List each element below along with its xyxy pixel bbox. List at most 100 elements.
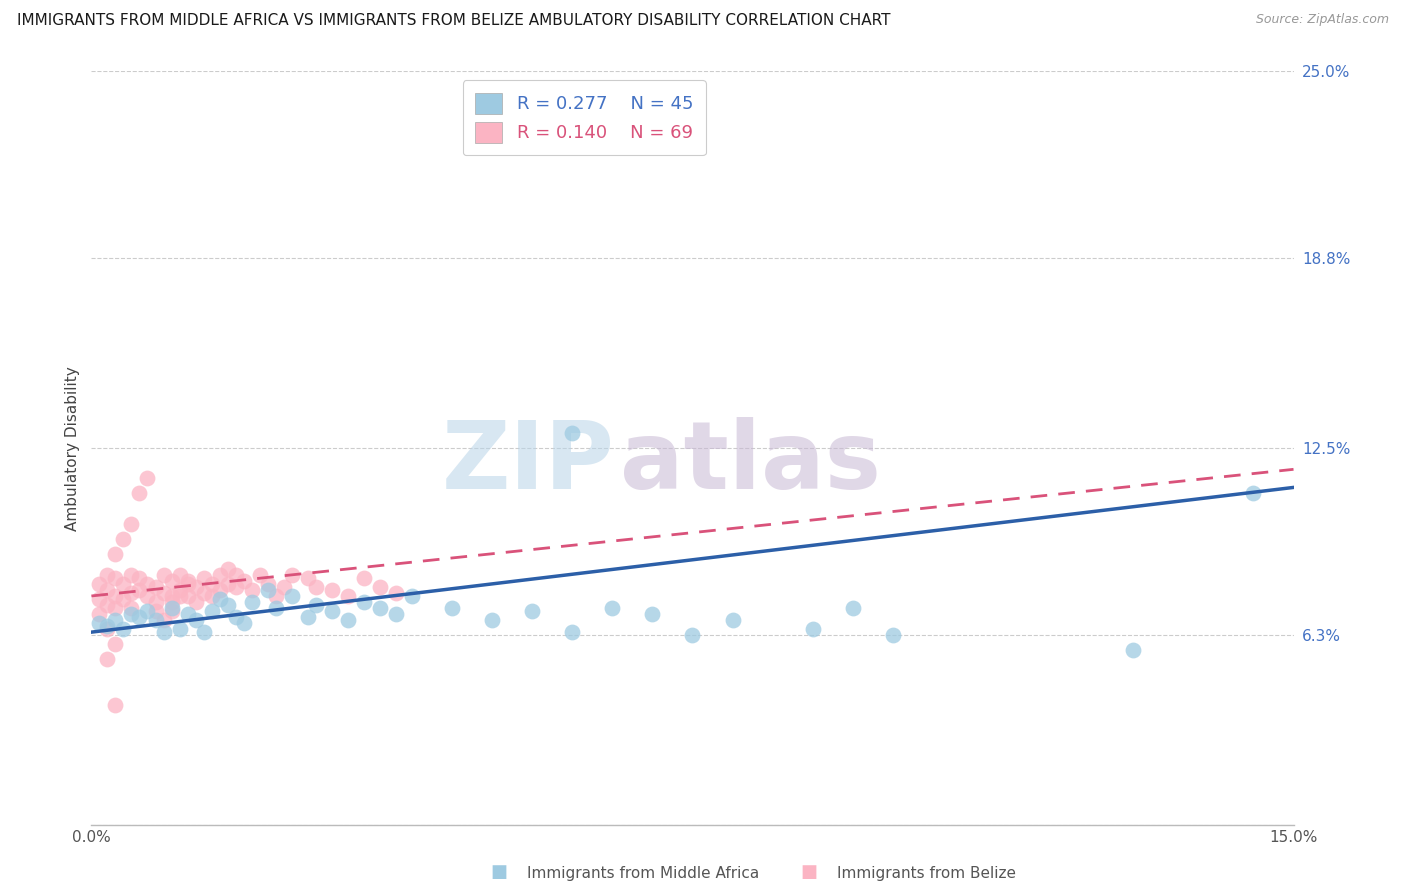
Point bbox=[232, 574, 254, 588]
Point bbox=[89, 592, 111, 607]
Point bbox=[121, 586, 143, 600]
Point bbox=[104, 547, 127, 561]
Point bbox=[136, 604, 159, 618]
Point bbox=[217, 598, 239, 612]
Point bbox=[481, 613, 503, 627]
Point bbox=[104, 589, 127, 603]
Point bbox=[336, 613, 359, 627]
Point bbox=[368, 601, 391, 615]
Point bbox=[440, 601, 463, 615]
Point bbox=[96, 622, 118, 636]
Point bbox=[89, 616, 111, 631]
Point bbox=[561, 426, 583, 441]
Point bbox=[353, 571, 375, 585]
Point bbox=[176, 574, 198, 588]
Point bbox=[128, 571, 150, 585]
Point bbox=[145, 613, 167, 627]
Point bbox=[281, 567, 304, 582]
Point bbox=[193, 571, 215, 585]
Point bbox=[121, 607, 143, 621]
Point bbox=[184, 613, 207, 627]
Legend: R = 0.277    N = 45, R = 0.140    N = 69: R = 0.277 N = 45, R = 0.140 N = 69 bbox=[463, 80, 706, 155]
Point bbox=[681, 628, 703, 642]
Point bbox=[1122, 643, 1144, 657]
Point bbox=[136, 577, 159, 591]
Point bbox=[96, 598, 118, 612]
Point bbox=[169, 622, 191, 636]
Point bbox=[136, 471, 159, 485]
Point bbox=[368, 580, 391, 594]
Point bbox=[249, 567, 271, 582]
Point bbox=[89, 577, 111, 591]
Point bbox=[152, 613, 174, 627]
Point bbox=[112, 577, 135, 591]
Point bbox=[136, 589, 159, 603]
Point bbox=[801, 622, 824, 636]
Point bbox=[882, 628, 904, 642]
Point bbox=[225, 567, 247, 582]
Point bbox=[602, 601, 624, 615]
Point bbox=[176, 589, 198, 603]
Point bbox=[336, 589, 359, 603]
Point bbox=[96, 567, 118, 582]
Point bbox=[353, 595, 375, 609]
Point bbox=[385, 607, 408, 621]
Point bbox=[169, 567, 191, 582]
Point bbox=[152, 586, 174, 600]
Point bbox=[145, 580, 167, 594]
Point bbox=[96, 652, 118, 666]
Point bbox=[217, 577, 239, 591]
Point bbox=[208, 567, 231, 582]
Y-axis label: Ambulatory Disability: Ambulatory Disability bbox=[65, 366, 80, 531]
Point bbox=[225, 610, 247, 624]
Point bbox=[264, 601, 287, 615]
Point bbox=[160, 604, 183, 618]
Point bbox=[321, 604, 343, 618]
Point bbox=[264, 589, 287, 603]
Point bbox=[152, 625, 174, 640]
Point bbox=[561, 625, 583, 640]
Point bbox=[112, 622, 135, 636]
Point bbox=[176, 577, 198, 591]
Point bbox=[321, 582, 343, 597]
Text: atlas: atlas bbox=[620, 417, 882, 509]
Point bbox=[145, 604, 167, 618]
Point bbox=[104, 601, 127, 615]
Point bbox=[152, 567, 174, 582]
Point bbox=[240, 582, 263, 597]
Point bbox=[240, 595, 263, 609]
Point bbox=[401, 589, 423, 603]
Text: ZIP: ZIP bbox=[441, 417, 614, 509]
Point bbox=[217, 562, 239, 576]
Point bbox=[193, 625, 215, 640]
Point bbox=[96, 619, 118, 633]
Point bbox=[201, 577, 224, 591]
Point bbox=[121, 516, 143, 531]
Point bbox=[104, 571, 127, 585]
Point bbox=[104, 613, 127, 627]
Point bbox=[225, 580, 247, 594]
Point bbox=[104, 637, 127, 651]
Point bbox=[121, 567, 143, 582]
Point bbox=[305, 598, 328, 612]
Point bbox=[256, 582, 278, 597]
Point bbox=[145, 595, 167, 609]
Text: ■: ■ bbox=[491, 863, 508, 881]
Point bbox=[112, 592, 135, 607]
Point bbox=[305, 580, 328, 594]
Point bbox=[169, 589, 191, 603]
Point bbox=[128, 610, 150, 624]
Point bbox=[201, 589, 224, 603]
Text: Immigrants from Belize: Immigrants from Belize bbox=[837, 866, 1015, 881]
Point bbox=[273, 580, 295, 594]
Point bbox=[160, 601, 183, 615]
Point bbox=[169, 582, 191, 597]
Point bbox=[128, 582, 150, 597]
Point bbox=[841, 601, 863, 615]
Point bbox=[232, 616, 254, 631]
Point bbox=[184, 580, 207, 594]
Point bbox=[104, 698, 127, 712]
Point bbox=[89, 607, 111, 621]
Point bbox=[208, 592, 231, 607]
Point bbox=[721, 613, 744, 627]
